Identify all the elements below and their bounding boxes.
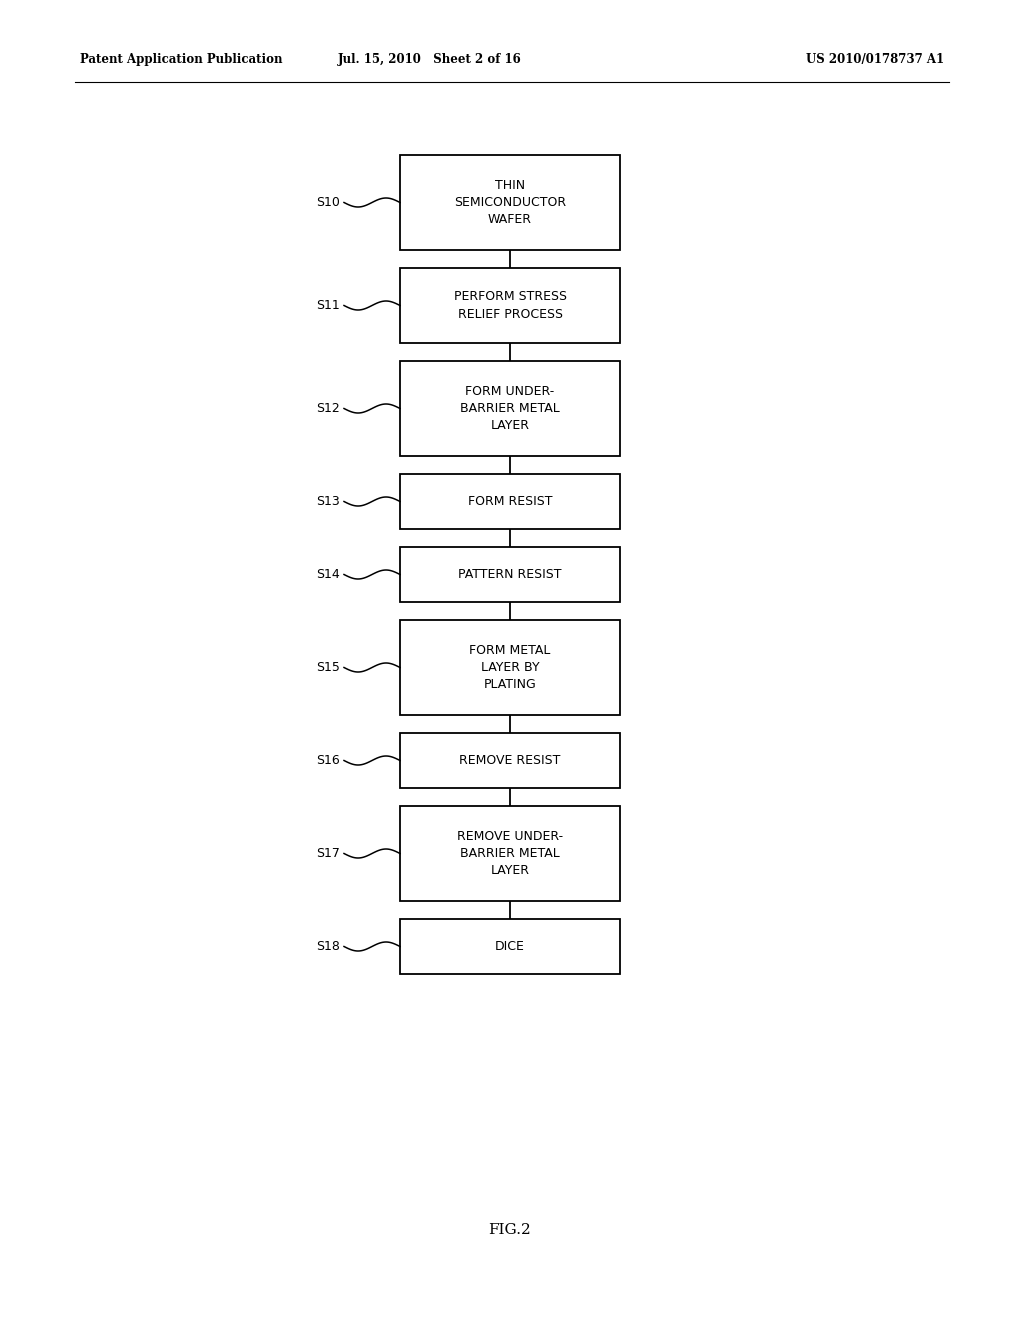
Text: S15: S15 <box>316 661 340 675</box>
Text: DICE: DICE <box>495 940 525 953</box>
Bar <box>400 733 620 788</box>
Text: FIG.2: FIG.2 <box>488 1224 531 1237</box>
Text: S16: S16 <box>316 754 340 767</box>
Text: REMOVE RESIST: REMOVE RESIST <box>460 754 561 767</box>
Text: REMOVE UNDER-
BARRIER METAL
LAYER: REMOVE UNDER- BARRIER METAL LAYER <box>457 830 563 876</box>
Bar <box>400 620 620 715</box>
Bar <box>400 919 620 974</box>
Bar <box>400 154 620 249</box>
Text: Patent Application Publication: Patent Application Publication <box>80 54 283 66</box>
Text: FORM RESIST: FORM RESIST <box>468 495 552 508</box>
Bar <box>400 360 620 455</box>
Text: PATTERN RESIST: PATTERN RESIST <box>459 568 562 581</box>
Text: PERFORM STRESS
RELIEF PROCESS: PERFORM STRESS RELIEF PROCESS <box>454 290 566 321</box>
Bar <box>400 807 620 902</box>
Bar <box>400 268 620 343</box>
Text: S17: S17 <box>316 847 340 861</box>
Text: FORM UNDER-
BARRIER METAL
LAYER: FORM UNDER- BARRIER METAL LAYER <box>460 385 560 432</box>
Text: Jul. 15, 2010   Sheet 2 of 16: Jul. 15, 2010 Sheet 2 of 16 <box>338 54 522 66</box>
Bar <box>400 474 620 529</box>
Text: S12: S12 <box>316 403 340 414</box>
Bar <box>400 546 620 602</box>
Text: THIN
SEMICONDUCTOR
WAFER: THIN SEMICONDUCTOR WAFER <box>454 180 566 226</box>
Text: US 2010/0178737 A1: US 2010/0178737 A1 <box>806 54 944 66</box>
Text: S14: S14 <box>316 568 340 581</box>
Text: S10: S10 <box>316 195 340 209</box>
Text: S11: S11 <box>316 300 340 312</box>
Text: FORM METAL
LAYER BY
PLATING: FORM METAL LAYER BY PLATING <box>469 644 551 690</box>
Text: S13: S13 <box>316 495 340 508</box>
Text: S18: S18 <box>316 940 340 953</box>
